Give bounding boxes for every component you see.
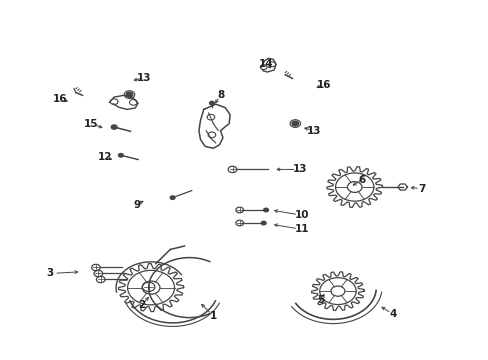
Text: 5: 5	[317, 295, 324, 305]
Text: 15: 15	[84, 118, 98, 129]
Circle shape	[291, 121, 298, 126]
Circle shape	[170, 196, 175, 199]
Text: 13: 13	[306, 126, 321, 136]
Text: 9: 9	[133, 200, 140, 210]
Text: 13: 13	[292, 165, 306, 174]
Text: 6: 6	[358, 175, 365, 185]
Text: 4: 4	[388, 309, 396, 319]
Circle shape	[111, 125, 117, 129]
Text: 8: 8	[217, 90, 224, 100]
Text: 3: 3	[47, 269, 54, 279]
Text: 10: 10	[294, 210, 308, 220]
Circle shape	[126, 92, 133, 97]
Text: 16: 16	[53, 94, 67, 104]
Text: 11: 11	[294, 224, 308, 234]
Circle shape	[263, 208, 268, 212]
Text: 1: 1	[209, 311, 217, 321]
Text: 16: 16	[316, 80, 330, 90]
Circle shape	[209, 101, 214, 105]
Text: 2: 2	[138, 300, 145, 310]
Text: 12: 12	[98, 152, 113, 162]
Text: 14: 14	[258, 59, 273, 68]
Circle shape	[118, 154, 123, 157]
Text: 13: 13	[136, 73, 151, 83]
Circle shape	[261, 221, 265, 225]
Text: 7: 7	[417, 184, 425, 194]
